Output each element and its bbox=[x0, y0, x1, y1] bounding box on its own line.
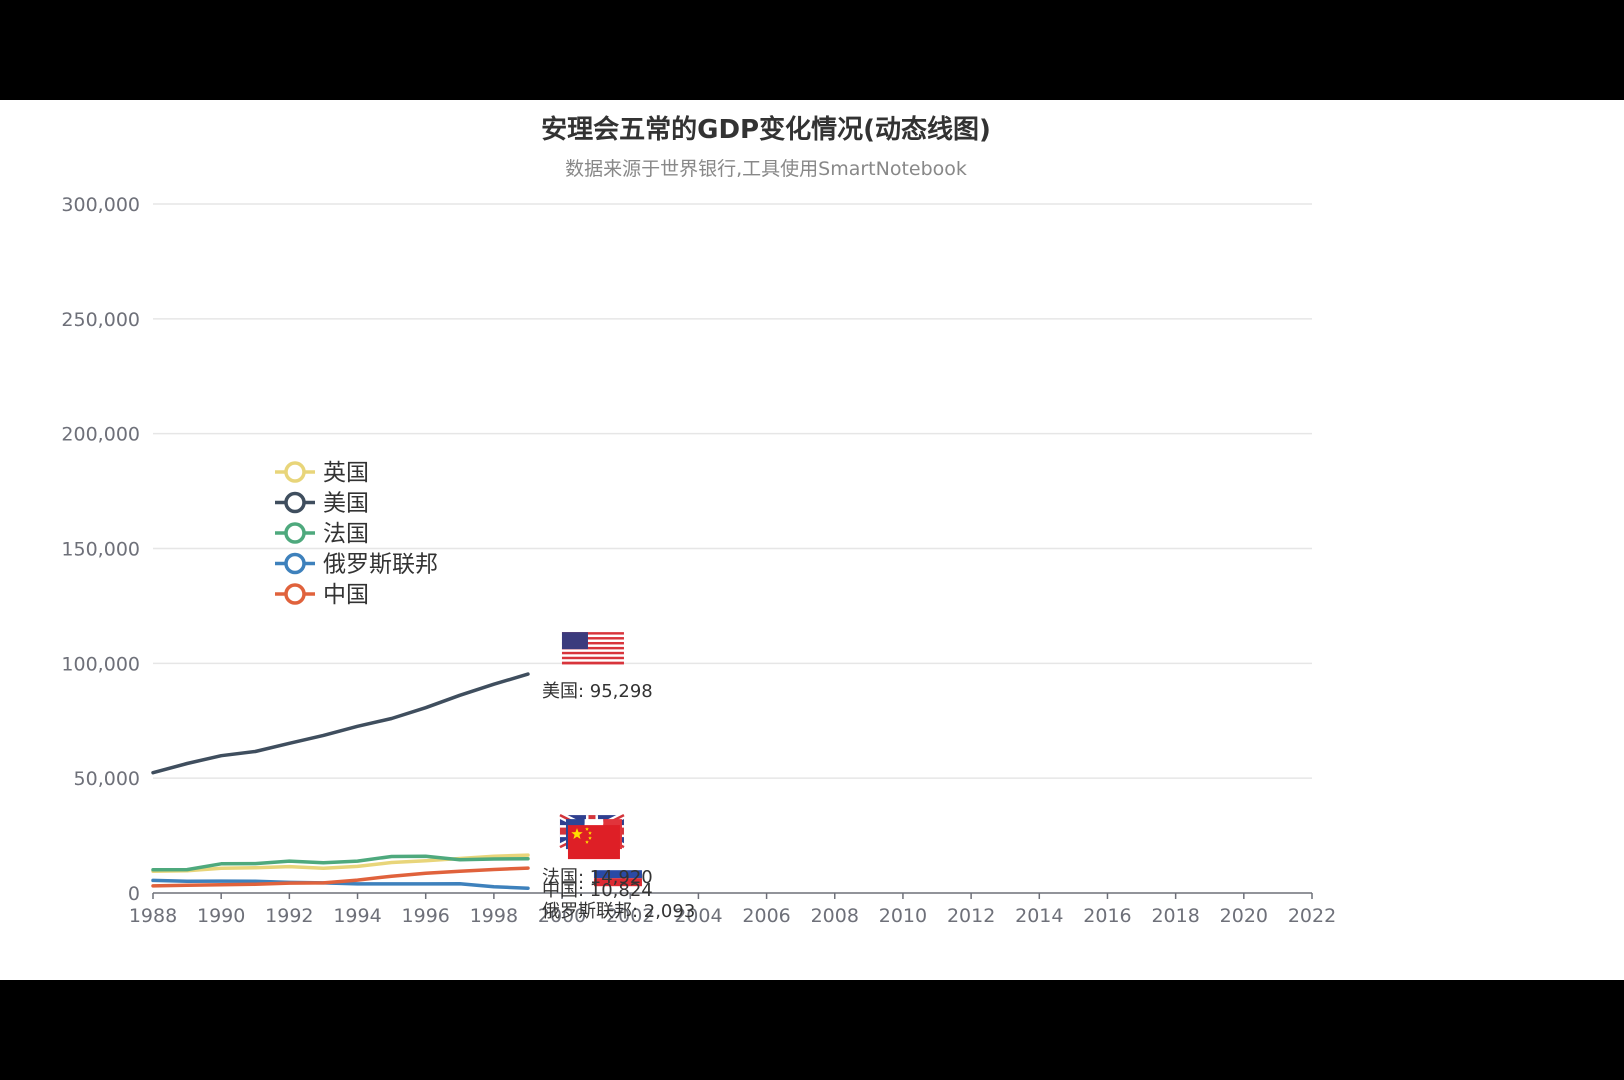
series-line-3 bbox=[151, 878, 530, 890]
legend-item-0[interactable]: 英国 bbox=[275, 460, 369, 486]
x-tick-label: 1994 bbox=[333, 905, 381, 927]
x-tick-label: 2002 bbox=[606, 905, 654, 927]
end-label: 美国: 95,298 bbox=[542, 681, 653, 702]
x-tick-label: 2006 bbox=[742, 905, 790, 927]
x-tick-label: 1988 bbox=[129, 905, 177, 927]
chart-subtitle: 数据来源于世界银行,工具使用SmartNotebook bbox=[565, 158, 967, 180]
chart-frame: 安理会五常的GDP变化情况(动态线图) 数据来源于世界银行,工具使用SmartN… bbox=[0, 100, 1624, 980]
x-tick-label: 1992 bbox=[265, 905, 313, 927]
chart-title: 安理会五常的GDP变化情况(动态线图) bbox=[541, 114, 991, 145]
flag-markers bbox=[558, 632, 642, 887]
x-tick-label: 1990 bbox=[197, 905, 245, 927]
end-label: 俄罗斯联邦: 2,093 bbox=[542, 901, 695, 922]
end-label: 法国: 14,920 bbox=[542, 867, 653, 888]
y-tick-label: 100,000 bbox=[61, 653, 140, 675]
legend-item-4[interactable]: 中国 bbox=[275, 582, 369, 608]
series-line-4 bbox=[151, 866, 530, 888]
x-tick-label: 2020 bbox=[1220, 905, 1268, 927]
x-tick-label: 2008 bbox=[811, 905, 859, 927]
legend-label: 英国 bbox=[323, 460, 369, 486]
legend-item-2[interactable]: 法国 bbox=[275, 521, 369, 547]
end-label: 中国: 10,824 bbox=[542, 880, 653, 901]
legend-item-3[interactable]: 俄罗斯联邦 bbox=[275, 552, 438, 578]
series-line-2 bbox=[151, 854, 530, 872]
x-tick-label: 2018 bbox=[1151, 905, 1199, 927]
y-tick-label: 250,000 bbox=[61, 309, 140, 331]
legend-circle-icon bbox=[284, 522, 306, 544]
y-tick-label: 300,000 bbox=[61, 194, 140, 216]
us-flag-icon bbox=[561, 632, 624, 665]
russia-flag-icon bbox=[593, 862, 642, 887]
legend-circle-icon bbox=[284, 491, 306, 514]
x-tick-label: 2012 bbox=[947, 905, 995, 927]
legend-label: 中国 bbox=[323, 582, 369, 608]
y-axis: 0 50,000 100,000 150,000 200,000 250,000 300,0… bbox=[61, 194, 140, 905]
x-tick-label: 2010 bbox=[879, 905, 927, 927]
x-axis: 1988 1990 1992 1994 1996 1998 2000 2002 2004 2006… bbox=[129, 892, 1336, 927]
y-tick-label: 200,000 bbox=[61, 424, 140, 446]
legend-label: 美国 bbox=[323, 491, 369, 517]
x-tick-label: 2004 bbox=[674, 905, 722, 927]
legend-circle-icon bbox=[284, 461, 306, 483]
y-tick-label: 50,000 bbox=[74, 768, 140, 790]
x-tick-label: 2016 bbox=[1083, 905, 1131, 927]
x-tick-label: 2022 bbox=[1288, 905, 1336, 927]
legend-item-1[interactable]: 美国 bbox=[275, 491, 369, 517]
x-tick-label: 1996 bbox=[402, 905, 450, 927]
china-flag-icon bbox=[567, 825, 620, 860]
x-tick-label: 2014 bbox=[1015, 905, 1063, 927]
x-tick-label: 1998 bbox=[470, 905, 518, 927]
legend-circle-icon bbox=[284, 552, 306, 575]
y-tick-label: 0 bbox=[128, 883, 140, 905]
series-lines bbox=[151, 672, 530, 890]
y-tick-label: 150,000 bbox=[61, 539, 140, 561]
legend-label: 俄罗斯联邦 bbox=[323, 552, 438, 578]
line-chart: 安理会五常的GDP变化情况(动态线图) 数据来源于世界银行,工具使用SmartN… bbox=[61, 114, 1336, 927]
legend-circle-icon bbox=[284, 583, 306, 605]
grid bbox=[153, 203, 1312, 779]
legend-label: 法国 bbox=[323, 521, 369, 547]
series-line-1 bbox=[151, 672, 530, 775]
x-tick-label: 2000 bbox=[538, 905, 586, 927]
